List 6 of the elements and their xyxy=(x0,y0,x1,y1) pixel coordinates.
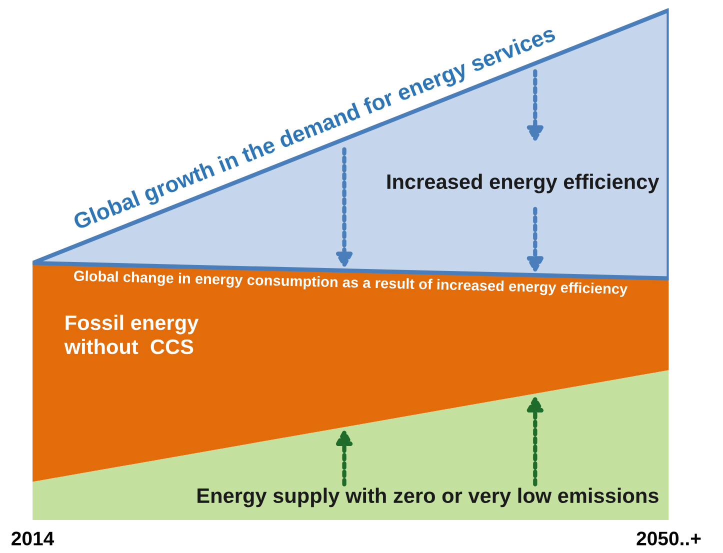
x-tick-label: 2050..+ xyxy=(636,532,701,546)
x-tick-label: 2014 xyxy=(12,532,54,546)
series-label: Energy supply with zero or very low emissions xyxy=(198,488,658,508)
annotation: Global change in energy consumption as a result of increased energy efficiency xyxy=(74,270,628,298)
series-label: Increased energy efficiency xyxy=(387,174,660,194)
series-label: Fossil energy without CCS xyxy=(64,314,199,354)
